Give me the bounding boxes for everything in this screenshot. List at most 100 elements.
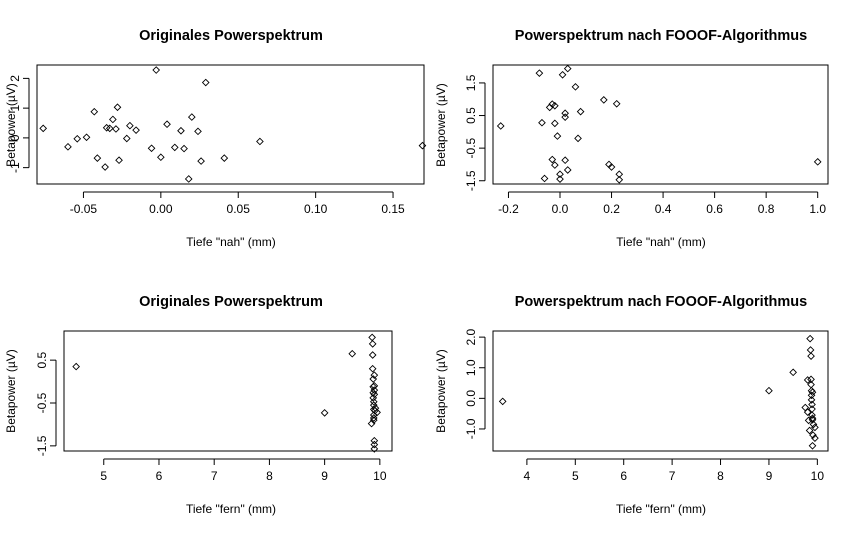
y-tick-label: 2.0 xyxy=(464,328,478,345)
data-point xyxy=(105,124,114,133)
data-point xyxy=(612,99,621,108)
chart-title: Powerspektrum nach FOOOF-Algorithmus xyxy=(515,28,807,44)
data-point xyxy=(369,414,378,422)
data-point xyxy=(808,415,817,424)
data-point xyxy=(115,156,123,165)
data-point xyxy=(553,132,562,140)
plot-frame xyxy=(492,64,829,185)
data-point xyxy=(370,440,379,449)
data-point xyxy=(563,64,572,73)
x-tick-label: -0.2 xyxy=(498,202,519,216)
data-point xyxy=(808,411,816,420)
data-point xyxy=(556,170,564,179)
y-axis-label: Betapower (µV) xyxy=(4,83,18,167)
data-point xyxy=(561,109,569,118)
data-point xyxy=(558,70,567,79)
data-point xyxy=(368,333,376,342)
data-point xyxy=(805,426,814,435)
data-point xyxy=(607,163,616,171)
data-point xyxy=(367,419,376,428)
data-point xyxy=(808,441,817,450)
data-point xyxy=(535,69,544,77)
x-tick-label: 0.00 xyxy=(149,202,173,216)
y-tick-label: -1.5 xyxy=(464,170,478,191)
data-point xyxy=(101,163,109,171)
data-point xyxy=(163,120,171,129)
data-point xyxy=(369,397,378,406)
data-point xyxy=(197,157,205,165)
data-point xyxy=(109,115,117,124)
data-point xyxy=(551,161,559,169)
data-point xyxy=(93,154,102,162)
data-point xyxy=(803,408,812,416)
data-point xyxy=(368,364,377,373)
data-point xyxy=(418,141,427,150)
data-point xyxy=(64,142,72,151)
y-tick-label: -1.0 xyxy=(464,418,478,439)
y-tick-label: 0.5 xyxy=(35,351,49,368)
data-point xyxy=(801,403,810,412)
data-point xyxy=(808,400,816,409)
data-point xyxy=(370,436,379,445)
data-point xyxy=(177,126,185,135)
x-axis-label: Tiefe "fern" (mm) xyxy=(186,502,276,516)
data-point xyxy=(370,445,379,453)
data-point xyxy=(599,96,608,104)
data-point xyxy=(574,134,582,143)
y-axis-label: Betapower (µV) xyxy=(434,349,448,433)
x-tick-label: 1.0 xyxy=(809,202,826,216)
data-point xyxy=(348,349,357,358)
data-point xyxy=(498,397,507,406)
plot-frame xyxy=(36,64,425,185)
y-axis-label: Betapower (µV) xyxy=(434,83,448,167)
y-tick-label: -0.5 xyxy=(35,392,49,413)
data-point xyxy=(496,122,505,130)
data-point xyxy=(615,175,624,184)
data-point xyxy=(576,107,585,116)
data-point xyxy=(571,83,580,91)
x-axis-label: Tiefe "nah" (mm) xyxy=(186,235,275,249)
data-point xyxy=(811,434,819,442)
data-point xyxy=(82,133,91,142)
scatter-panel-top-left: Originales Powerspektrum Tiefe "nah" (mm… xyxy=(4,28,427,249)
data-point xyxy=(157,153,165,162)
data-point xyxy=(113,103,122,112)
y-tick-label: -1.5 xyxy=(35,435,49,456)
data-point xyxy=(180,144,188,153)
chart-title: Originales Powerspektrum xyxy=(139,294,323,310)
data-point xyxy=(548,155,557,164)
x-tick-label: 7 xyxy=(211,469,218,483)
data-point xyxy=(807,396,816,404)
data-point xyxy=(126,121,134,130)
data-point xyxy=(789,368,797,377)
y-tick-label: 1.0 xyxy=(464,359,478,376)
x-tick-label: 0.05 xyxy=(227,202,251,216)
data-point xyxy=(373,408,381,417)
data-point xyxy=(615,170,624,179)
data-point xyxy=(809,420,818,429)
data-point xyxy=(368,340,377,348)
plot-frame xyxy=(63,330,393,452)
data-point xyxy=(806,346,815,354)
data-point xyxy=(170,143,179,152)
y-tick-label: 0 xyxy=(8,134,22,141)
y-tick-label: 0.0 xyxy=(464,390,478,407)
data-point xyxy=(122,134,131,143)
data-point xyxy=(807,352,815,360)
y-tick-label: 1.5 xyxy=(464,74,478,91)
x-axis-label: Tiefe "nah" (mm) xyxy=(616,235,705,249)
data-point xyxy=(220,154,229,162)
data-point xyxy=(563,166,572,174)
data-point xyxy=(813,157,822,166)
data-point xyxy=(806,334,814,343)
data-point xyxy=(369,416,378,424)
scatter-panel-top-right: Powerspektrum nach FOOOF-Algorithmus Tie… xyxy=(434,28,829,249)
x-tick-label: 5 xyxy=(100,469,107,483)
data-point xyxy=(540,174,549,183)
data-point xyxy=(184,175,193,183)
x-tick-label: 10 xyxy=(373,469,387,483)
data-point xyxy=(811,423,819,432)
data-point xyxy=(551,119,559,128)
data-point xyxy=(72,362,80,371)
